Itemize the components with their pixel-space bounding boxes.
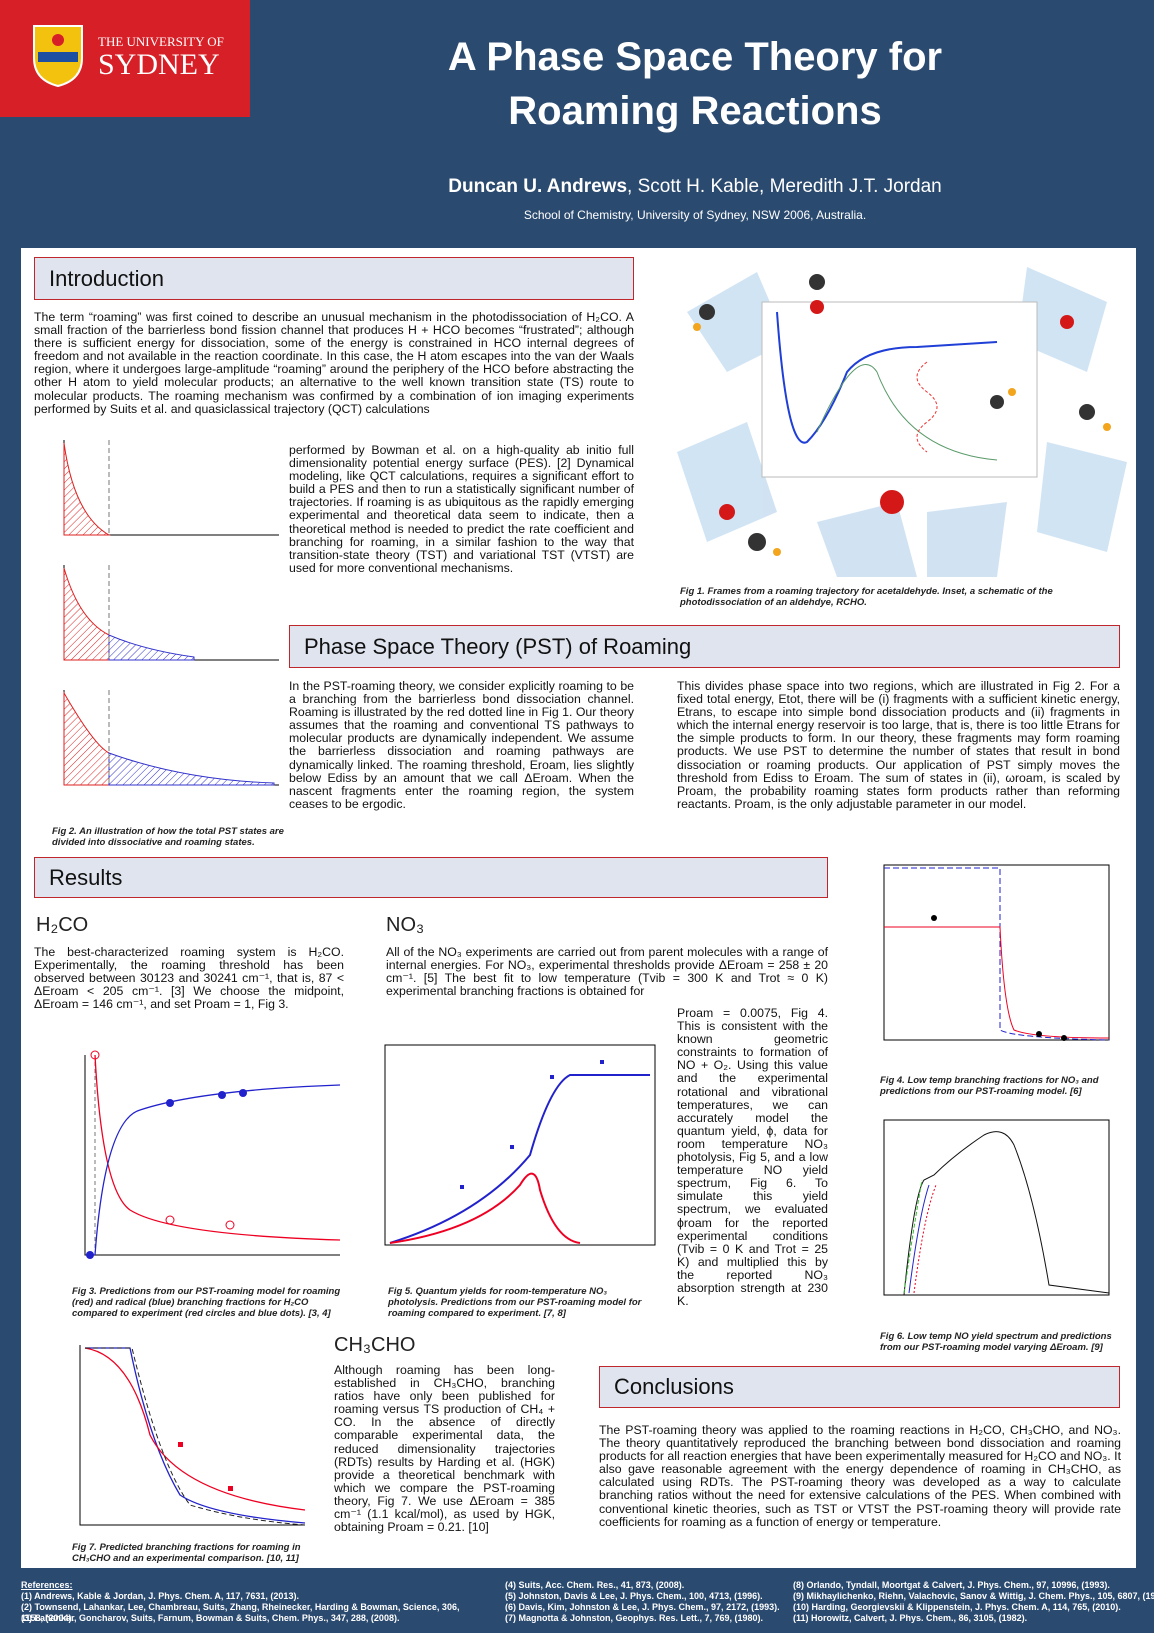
reference: (4) Suits, Acc. Chem. Res., 41, 873, (20… [505,1580,685,1590]
affiliation: School of Chemistry, University of Sydne… [523,208,867,222]
ch3cho-text: Although roaming has been long-establish… [334,1363,555,1535]
no3-text: All of the NO₃ experiments are carried o… [386,945,828,999]
logo-box: THE UNIVERSITY OF SYDNEY [0,0,250,117]
intro-text: The term “roaming” was first coined to d… [34,310,634,416]
h2co-text: The best-characterized roaming system is… [34,945,344,1012]
figure-4 [883,864,1110,1041]
other-authors: , Scott H. Kable, Meredith J.T. Jordan [627,176,942,197]
conclusions-text: The PST-roaming theory was applied to th… [599,1423,1121,1529]
figure-caption: Fig 2. An illustration of how the total … [52,826,284,848]
figure-3 [84,1050,341,1259]
reference: (1) Andrews, Kable & Jordan, J. Phys. Ch… [21,1591,299,1601]
subsection-heading: H₂CO [36,914,89,936]
reference: (9) Mikhaylichenko, Riehn, Valachovic, S… [793,1591,1154,1601]
reference: (6) Davis, Kim, Johnston & Lee, J. Phys.… [505,1602,780,1612]
figure-caption: Fig 1. Frames from a roaming trajectory … [680,586,1053,608]
crest [33,25,83,88]
reference: (8) Orlando, Tyndall, Moortgat & Calvert… [793,1580,1110,1590]
poster-title: A Phase Space Theory for Roaming Reactio… [447,35,943,133]
subsection-heading: NO₃ [386,914,425,936]
figure-6 [883,1119,1110,1296]
figure-1 [677,267,1127,577]
no3-text: Proam = 0.0075, Fig 4. This is consisten… [677,1006,828,1309]
intro-text: performed by Bowman et al. on a high-qua… [289,443,634,575]
authors: Duncan U. Andrews, Scott H. Kable, Mered… [300,176,1090,198]
references-heading: References: [21,1580,73,1590]
reference: (3) Lahankar, Goncharov, Suits, Farnum, … [21,1613,400,1623]
figure-7 [79,1345,306,1526]
section-heading: Introduction [34,257,634,300]
figure-caption: Fig 6. Low temp NO yield spectrum and pr… [880,1331,1112,1353]
pst-text: This divides phase space into two region… [677,679,1120,811]
figure-5 [384,1044,656,1246]
reference: (10) Harding, Georgievskii & Klippenstei… [793,1602,1121,1612]
subsection-heading: CH₃CHO [334,1334,416,1356]
university-name: SYDNEY [98,48,220,81]
section-heading: Conclusions [599,1366,1120,1408]
figure-2 [63,440,279,786]
reference: (5) Johnston, Davis & Lee, J. Phys. Chem… [505,1591,763,1601]
reference: (7) Magnotta & Johnston, Geophys. Res. L… [505,1613,764,1623]
figure-caption: Fig 3. Predictions from our PST-roaming … [72,1286,341,1319]
reference: (11) Horowitz, Calvert, J. Phys. Chem., … [793,1613,1028,1623]
university-line: THE UNIVERSITY OF [98,34,224,49]
lead-author: Duncan U. Andrews [448,176,628,197]
figure-caption: Fig 7. Predicted branching fractions for… [72,1542,301,1564]
figure-caption: Fig 4. Low temp branching fractions for … [880,1075,1099,1097]
figure-caption: Fig 5. Quantum yields for room-temperatu… [388,1286,642,1319]
pst-text: In the PST-roaming theory, we consider e… [289,679,634,811]
section-heading: Phase Space Theory (PST) of Roaming [289,625,1120,668]
section-heading: Results [34,857,828,898]
reference: (2) Townsend, Lahankar, Lee, Chambreau, … [21,1602,460,1623]
